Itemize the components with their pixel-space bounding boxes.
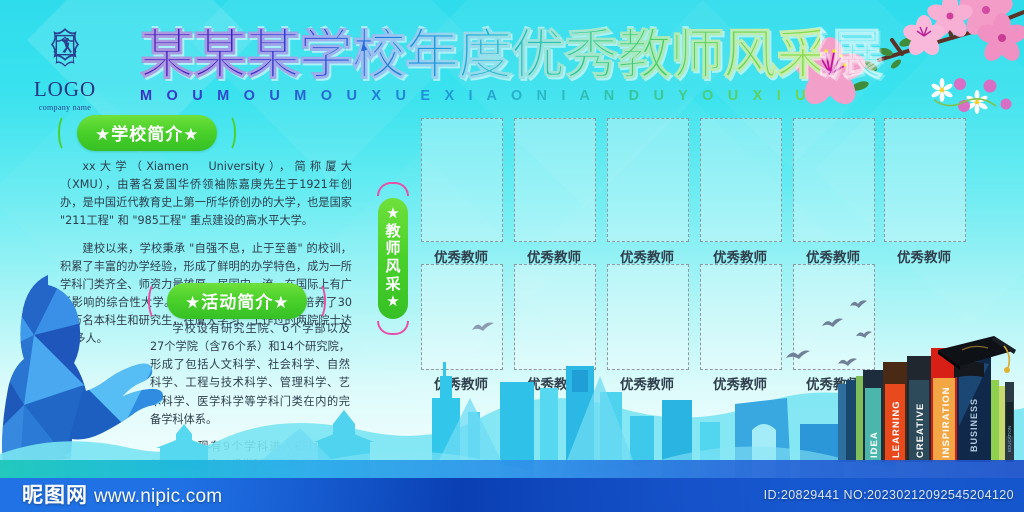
activity-intro-paragraph-1: 学校设有研究生院、6个学部以及27个学院（含76个系）和14个研究院，形成了包括… [150,322,350,426]
photo-frame[interactable] [607,264,689,370]
arc-right-icon [221,114,237,152]
photo-frame[interactable] [421,118,503,242]
photo-frame[interactable] [607,118,689,242]
photo-caption: 优秀教师 [620,250,674,266]
photo-frame[interactable] [421,264,503,370]
watermark-bar [0,478,1024,512]
book-label: CREATIVE [915,403,926,458]
arc-left-icon [58,114,73,152]
vertical-badge-char-0: 教 [385,221,401,240]
logo-text: LOGO [33,77,97,101]
school-intro-paragraph-1: xx大学（Xiamen University），简称厦大（XMU），由著名爱国华… [60,160,352,228]
logo: LOGO company name [22,20,108,112]
book-label: LEARNING [891,400,902,458]
photo-frame[interactable] [793,264,875,370]
arc-bottom-icon [377,321,409,336]
photo-caption: 优秀教师 [527,250,581,266]
photo-frame[interactable] [514,118,596,242]
photo-caption: 优秀教师 [713,377,767,393]
vertical-badge-star-top: ★ [386,204,400,222]
vertical-badge-char-1: 师 [385,239,401,258]
photo-caption: 优秀教师 [806,377,860,393]
vertical-badge-char-3: 采 [385,274,401,293]
photo-caption: 优秀教师 [806,250,860,266]
book-label: EDUCATION [1007,426,1012,452]
book-label: INSPIRATION [941,386,952,458]
watermark-id: ID:20829441 NO:20230212092545204120 [763,488,1014,502]
photo-caption: 优秀教师 [527,377,581,393]
section-badge-label: ★活动简介★ [167,283,308,319]
arc-left-icon [148,282,163,320]
vertical-badge-star-bottom: ★ [386,292,400,311]
photo-frame[interactable] [884,118,966,242]
title-block: 某某某学校年度优秀教师风采展 M O U M O U M O U X U E X… [140,23,1024,104]
vertical-badge-char-2: 风 [385,257,401,276]
photo-frame[interactable] [514,264,596,370]
photo-frame[interactable] [700,118,782,242]
photo-caption: 优秀教师 [434,250,488,266]
wave-decor [0,478,1024,512]
vertical-badge-pill: ★ 教 师 风 采 ★ [378,198,408,320]
photo-caption: 优秀教师 [620,377,674,393]
book-label: BUSINESS [969,398,979,452]
section-badge-label: ★学校简介★ [77,115,218,151]
logo-subtitle: company name [38,103,92,112]
watermark-url: www.nipic.com [94,486,223,507]
watermark-brand-cn: 昵图网 [22,483,88,507]
photo-frame[interactable] [793,118,875,242]
book-label: IDEA [869,431,880,458]
graduation-cap-icon [938,336,1016,378]
photo-caption: 优秀教师 [713,250,767,266]
photo-frame[interactable] [700,264,782,370]
section-badge-school-intro: ★学校简介★ [58,114,237,152]
ornate-crest-icon [50,28,80,67]
vertical-badge-teacher-style: ★ 教 师 风 采 ★ [376,182,410,336]
photo-caption: 优秀教师 [897,250,951,266]
section-badge-activity-intro: ★活动简介★ [148,282,327,320]
photo-caption: 优秀教师 [434,377,488,393]
arc-right-icon [311,282,327,320]
bottom-accent-strip [0,460,1024,478]
watermark-brand: 昵图网 www.nipic.com [22,483,223,507]
poster-title: 某某某学校年度优秀教师风采展 [140,23,884,86]
arc-top-icon [377,182,409,196]
poster-subtitle-pinyin: M O U M O U M O U X U E X I A O N I A N … [140,88,1024,104]
